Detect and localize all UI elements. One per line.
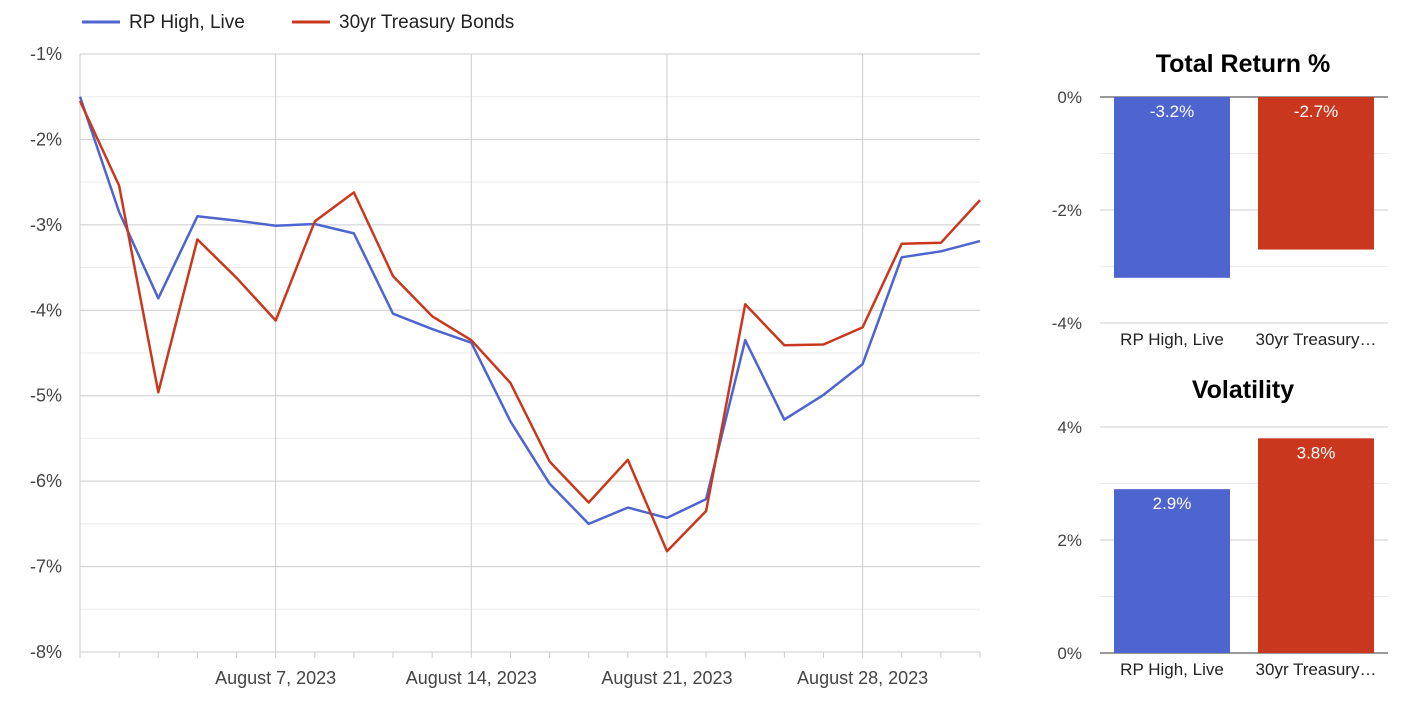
bar-chart-title: Volatility bbox=[1192, 376, 1294, 404]
bar-value-label: 2.9% bbox=[1153, 494, 1192, 513]
bar bbox=[1114, 97, 1230, 278]
y-tick-label: 2% bbox=[1057, 531, 1082, 550]
category-label: 30yr Treasury… bbox=[1256, 330, 1377, 349]
bar bbox=[1258, 438, 1374, 653]
y-tick-label: -6% bbox=[30, 471, 62, 491]
x-tick-label: August 14, 2023 bbox=[406, 668, 537, 688]
bar bbox=[1258, 97, 1374, 250]
y-tick-label: -8% bbox=[30, 642, 62, 662]
y-tick-label: -5% bbox=[30, 386, 62, 406]
volatility-bar-chart: Volatility 4% 2% 0% 2.9% RP High, Live 3.8% 30y… bbox=[1057, 376, 1388, 679]
y-tick-label: -2% bbox=[30, 129, 62, 149]
y-tick-label: -4% bbox=[1052, 314, 1082, 333]
y-tick-label: -4% bbox=[30, 300, 62, 320]
bar bbox=[1114, 489, 1230, 653]
category-label: RP High, Live bbox=[1120, 330, 1224, 349]
bar-value-label: -3.2% bbox=[1150, 102, 1194, 121]
y-tick-label: 0% bbox=[1057, 88, 1082, 107]
legend-label: 30yr Treasury Bonds bbox=[339, 12, 514, 33]
series-line-2 bbox=[78, 100, 981, 553]
y-tick-label: 4% bbox=[1057, 418, 1082, 437]
bar-chart-title: Total Return % bbox=[1156, 50, 1331, 78]
y-tick-label: -7% bbox=[30, 557, 62, 577]
bar-value-label: 3.8% bbox=[1297, 443, 1336, 462]
legend-label: RP High, Live bbox=[129, 12, 245, 33]
x-tick-label: August 21, 2023 bbox=[601, 668, 732, 688]
series-line-1 bbox=[78, 96, 981, 526]
x-tick-label: August 28, 2023 bbox=[797, 668, 928, 688]
y-tick-label: 0% bbox=[1057, 644, 1082, 663]
y-tick-label: -2% bbox=[1052, 201, 1082, 220]
category-label: 30yr Treasury… bbox=[1256, 660, 1377, 679]
x-tick-label: August 7, 2023 bbox=[215, 668, 336, 688]
total-return-bar-chart: Total Return % 0% -2% -4% -3.2% RP High, Live… bbox=[1052, 50, 1388, 349]
category-label: RP High, Live bbox=[1120, 660, 1224, 679]
y-tick-label: -3% bbox=[30, 215, 62, 235]
y-tick-label: -1% bbox=[30, 44, 62, 64]
bar-value-label: -2.7% bbox=[1294, 102, 1338, 121]
line-chart: -1% -2% -3% -4% -5% -6% -7% -8% August 7, 2023 Au… bbox=[30, 12, 981, 688]
